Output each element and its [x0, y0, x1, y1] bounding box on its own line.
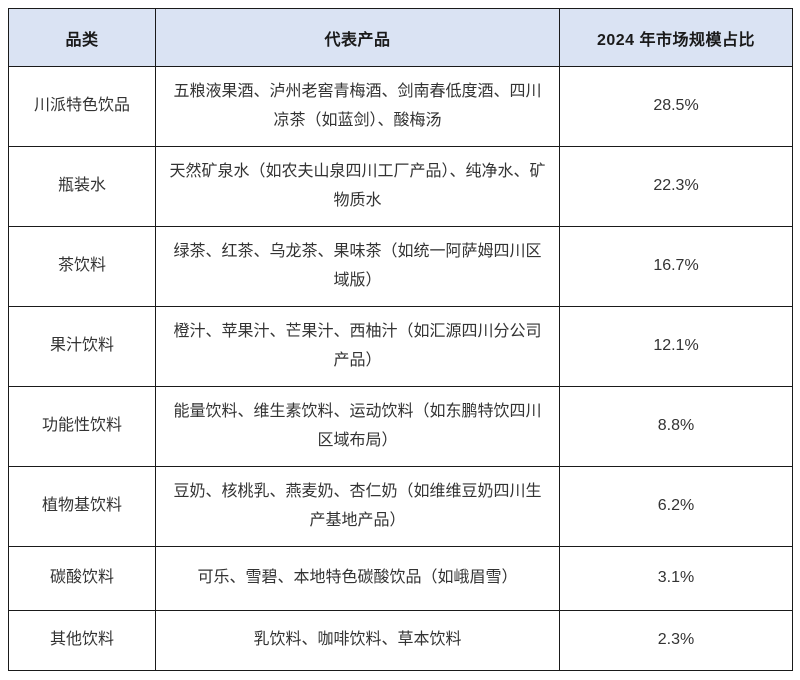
table-row: 植物基饮料 豆奶、核桃乳、燕麦奶、杏仁奶（如维维豆奶四川生产基地产品） 6.2% — [8, 466, 793, 547]
share-cell: 2.3% — [559, 610, 793, 671]
header-cell-products: 代表产品 — [155, 8, 560, 67]
share-cell: 8.8% — [559, 386, 793, 467]
category-cell: 其他饮料 — [8, 610, 156, 671]
share-cell: 28.5% — [559, 66, 793, 147]
category-cell: 功能性饮料 — [8, 386, 156, 467]
table-row: 瓶装水 天然矿泉水（如农夫山泉四川工厂产品）、纯净水、矿物质水 22.3% — [8, 146, 793, 227]
category-cell: 碳酸饮料 — [8, 546, 156, 611]
products-cell: 可乐、雪碧、本地特色碳酸饮品（如峨眉雪） — [155, 546, 560, 611]
products-cell: 能量饮料、维生素饮料、运动饮料（如东鹏特饮四川区域布局） — [155, 386, 560, 467]
share-cell: 6.2% — [559, 466, 793, 547]
header-cell-category: 品类 — [8, 8, 156, 67]
products-cell: 橙汁、苹果汁、芒果汁、西柚汁（如汇源四川分公司产品） — [155, 306, 560, 387]
products-cell: 豆奶、核桃乳、燕麦奶、杏仁奶（如维维豆奶四川生产基地产品） — [155, 466, 560, 547]
table-row: 碳酸饮料 可乐、雪碧、本地特色碳酸饮品（如峨眉雪） 3.1% — [8, 546, 793, 611]
share-cell: 22.3% — [559, 146, 793, 227]
table-row: 功能性饮料 能量饮料、维生素饮料、运动饮料（如东鹏特饮四川区域布局） 8.8% — [8, 386, 793, 467]
products-cell: 五粮液果酒、泸州老窖青梅酒、剑南春低度酒、四川凉茶（如蓝剑）、酸梅汤 — [155, 66, 560, 147]
beverage-market-table: 品类 代表产品 2024 年市场规模占比 川派特色饮品 五粮液果酒、泸州老窖青梅… — [8, 8, 793, 671]
header-cell-share: 2024 年市场规模占比 — [559, 8, 793, 67]
table-row: 果汁饮料 橙汁、苹果汁、芒果汁、西柚汁（如汇源四川分公司产品） 12.1% — [8, 306, 793, 387]
table-row: 茶饮料 绿茶、红茶、乌龙茶、果味茶（如统一阿萨姆四川区域版） 16.7% — [8, 226, 793, 307]
products-cell: 绿茶、红茶、乌龙茶、果味茶（如统一阿萨姆四川区域版） — [155, 226, 560, 307]
products-cell: 天然矿泉水（如农夫山泉四川工厂产品）、纯净水、矿物质水 — [155, 146, 560, 227]
table-row: 其他饮料 乳饮料、咖啡饮料、草本饮料 2.3% — [8, 610, 793, 671]
category-cell: 植物基饮料 — [8, 466, 156, 547]
products-cell: 乳饮料、咖啡饮料、草本饮料 — [155, 610, 560, 671]
category-cell: 瓶装水 — [8, 146, 156, 227]
share-cell: 12.1% — [559, 306, 793, 387]
category-cell: 茶饮料 — [8, 226, 156, 307]
share-cell: 16.7% — [559, 226, 793, 307]
share-cell: 3.1% — [559, 546, 793, 611]
category-cell: 果汁饮料 — [8, 306, 156, 387]
table-header-row: 品类 代表产品 2024 年市场规模占比 — [8, 8, 793, 67]
table-row: 川派特色饮品 五粮液果酒、泸州老窖青梅酒、剑南春低度酒、四川凉茶（如蓝剑）、酸梅… — [8, 66, 793, 147]
category-cell: 川派特色饮品 — [8, 66, 156, 147]
